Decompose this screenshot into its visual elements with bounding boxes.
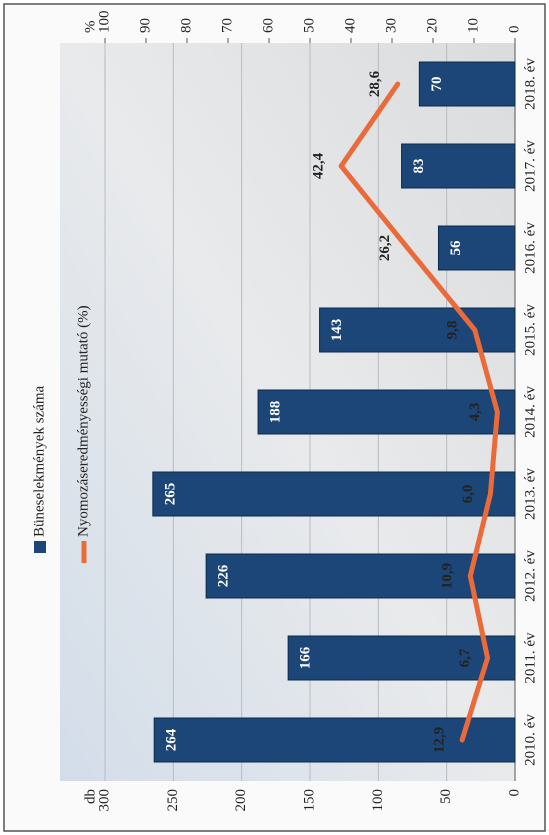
bar-value-label: 264 [164, 728, 180, 751]
y2-tick-label: 30 [383, 18, 399, 33]
bar-value-label: 166 [298, 646, 314, 669]
y2-axis-label: % [82, 21, 98, 34]
line-value-label: 6,0 [460, 485, 476, 504]
y2-tick-label: 80 [178, 18, 194, 33]
y2-tick-label: 100 [96, 11, 112, 34]
bar-value-label: 56 [448, 240, 464, 256]
bar [437, 225, 516, 271]
x-tick-label: 2013. év [522, 468, 538, 520]
bar [153, 717, 516, 763]
bar-value-label: 83 [411, 159, 427, 174]
bar [152, 471, 516, 517]
x-tick-label: 2011. év [522, 632, 538, 684]
y-tick-label: 300 [96, 789, 112, 812]
y2-tick-label: 50 [301, 18, 317, 33]
bar [257, 389, 516, 435]
bar-value-label: 188 [268, 401, 284, 424]
line-value-label: 9,8 [444, 321, 460, 340]
y2-tick-label: 70 [219, 18, 235, 33]
line-value-label: 12,9 [432, 727, 448, 753]
y2-tick-label: 20 [424, 18, 440, 33]
y-axis-label: db [82, 789, 98, 804]
line-value-label: 4,3 [467, 403, 483, 422]
line-value-label: 10,9 [440, 563, 456, 589]
line-value-label: 26,2 [377, 235, 393, 261]
line-value-label: 6,7 [457, 648, 473, 667]
y-tick-label: 150 [301, 789, 317, 812]
line-value-label: 28,6 [367, 70, 383, 97]
bar-value-label: 70 [429, 77, 445, 92]
bar-value-label: 265 [162, 483, 178, 506]
x-tick-label: 2016. év [522, 222, 538, 274]
bar [401, 143, 516, 189]
y-tick-label: 0 [506, 789, 522, 797]
y2-tick-label: 90 [137, 18, 153, 33]
y-tick-label: 200 [233, 789, 249, 812]
x-tick-label: 2017. év [522, 140, 538, 192]
x-tick-label: 2014. év [522, 386, 538, 438]
y-tick-label: 250 [165, 789, 181, 812]
legend-label: Nyomozáseredményességi mutató (%) [75, 305, 91, 537]
legend-swatch [34, 541, 46, 553]
bar [319, 307, 516, 353]
y-tick-label: 50 [438, 789, 454, 804]
x-tick-label: 2010. év [522, 714, 538, 766]
y2-tick-label: 10 [465, 18, 481, 33]
plot: 0 50 100 150 200 250 300 0 10 20 30 40 50 60 70 80 90 100… [31, 11, 538, 812]
y-tick-label: 100 [370, 789, 386, 812]
line-value-label: 42,4 [311, 152, 327, 179]
y2-tick-label: 40 [342, 18, 358, 33]
x-tick-label: 2015. év [522, 304, 538, 356]
bar [418, 61, 516, 107]
y2-tick-label: 0 [506, 26, 522, 34]
bar-value-label: 143 [329, 319, 345, 342]
x-tick-label: 2018. év [522, 58, 538, 110]
bar [205, 553, 516, 599]
y2-tick-label: 60 [260, 18, 276, 33]
bar [287, 635, 516, 681]
x-tick-label: 2012. év [522, 550, 538, 602]
bar-value-label: 226 [216, 564, 232, 587]
legend-label: Büneselekmények száma [31, 385, 47, 537]
line [338, 81, 500, 743]
